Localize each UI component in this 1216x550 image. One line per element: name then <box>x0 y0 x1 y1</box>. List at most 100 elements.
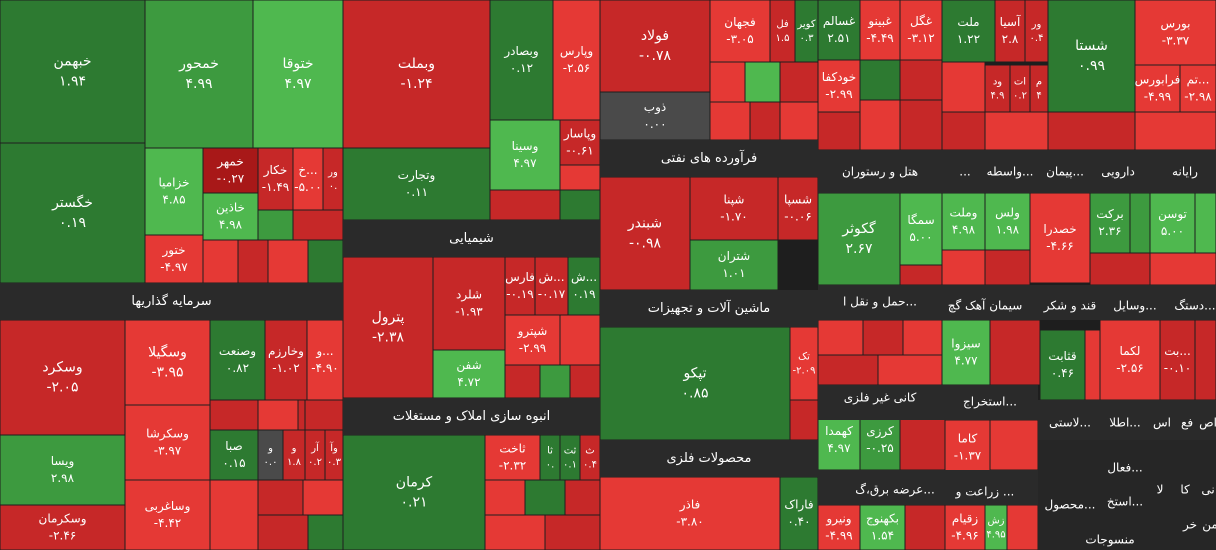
tile <box>1089 252 1151 286</box>
tile <box>779 61 819 103</box>
sector-title: کانی غیر فلزی <box>844 391 917 406</box>
tile <box>599 176 691 291</box>
tile-name: فجهان <box>724 15 755 29</box>
tile <box>599 0 711 93</box>
tile-name: وپارس <box>560 44 593 59</box>
tile <box>689 239 779 291</box>
sector-title: لاستی... <box>1049 416 1091 430</box>
tile <box>306 319 344 401</box>
sector-title: فعال... <box>1107 461 1142 475</box>
tile-name: ود <box>993 77 1002 88</box>
tile-name: وسکرد <box>42 360 82 376</box>
tile <box>0 434 126 506</box>
tile <box>202 147 259 194</box>
tile <box>789 399 819 441</box>
tile-change: ۴ <box>1036 91 1041 102</box>
tile <box>524 479 566 516</box>
tile <box>342 434 486 550</box>
tile-name: و... <box>315 344 333 359</box>
tile-name: خمهر <box>216 155 244 170</box>
tile-name: خمحور <box>178 56 219 72</box>
tile <box>489 119 561 191</box>
tile <box>1029 64 1049 113</box>
tile-name: کهمدا <box>825 424 853 438</box>
tile <box>432 349 506 399</box>
tile-change: -۲.۰۹ <box>793 366 816 377</box>
tile <box>304 429 326 481</box>
sector-header <box>343 220 600 257</box>
tile <box>559 314 601 366</box>
tile <box>322 147 344 211</box>
tile-change: -۳.۳۷ <box>1162 33 1190 47</box>
tile <box>899 59 943 101</box>
sector-header <box>818 385 1038 420</box>
tile <box>539 434 561 481</box>
tile-name: شتران <box>718 249 750 264</box>
tile <box>1129 192 1151 254</box>
tile-name: وسکرشا <box>146 427 189 442</box>
tile-change: -۳.۸۰ <box>676 514 703 528</box>
tile-name: ثاخت <box>499 442 525 456</box>
tile-change: -۱.۴۹ <box>262 180 289 194</box>
tile-change: ۲.۶۷ <box>845 241 872 257</box>
sector-title: واسطه... <box>987 165 1034 180</box>
tile-change: ۱.۵۴ <box>871 528 894 542</box>
tile <box>484 434 541 481</box>
tile <box>859 99 901 151</box>
tile-name: وملت <box>950 206 978 221</box>
tile-change: -۰.۹۸ <box>629 235 662 251</box>
tile-name: فاراک <box>784 498 813 513</box>
sector-title: من <box>1202 518 1216 533</box>
tile <box>257 147 294 211</box>
tile-name: خ... <box>298 163 317 177</box>
tile-name: وسینا <box>512 139 539 154</box>
tile <box>342 147 491 221</box>
tile <box>202 239 239 284</box>
tile <box>862 319 904 356</box>
tile-change: -۰.۷۸ <box>639 48 672 64</box>
tile-change: -۴.۹۷ <box>160 260 188 274</box>
tile <box>209 319 266 401</box>
tile-change: ۴.۹۷ <box>827 441 851 455</box>
tile-change: -۲.۹۹ <box>519 341 546 355</box>
tile-name: فولاد <box>641 28 669 44</box>
tile-change: ۰.۰۰ <box>643 117 666 131</box>
tile-change: ۵.۰۰ <box>1161 224 1184 238</box>
tile <box>324 429 344 481</box>
tile-change: -۲.۳۸ <box>372 329 405 345</box>
tile <box>817 192 901 286</box>
tile-change: ۰.۲ <box>308 457 322 468</box>
sector-header <box>600 290 818 327</box>
sector-title: سیمان آهک گچ <box>948 298 1023 313</box>
tile-name: فارس <box>505 270 535 285</box>
tile-change: ۴.۷۷ <box>954 353 978 367</box>
tile-change: ۰.۴۰ <box>787 514 810 528</box>
tile <box>859 59 901 101</box>
tile <box>544 514 601 550</box>
tile-change: ۵.۰۰ <box>909 230 932 244</box>
tile-change: ۰. <box>329 181 338 192</box>
tile <box>504 314 561 366</box>
tile-change: ۰.۲۱ <box>400 494 427 510</box>
tile <box>984 111 1049 151</box>
tile-name: وبصادر <box>503 44 538 59</box>
tile-change: ۰.۳ <box>327 457 342 468</box>
sector-header <box>818 285 1216 320</box>
tile <box>984 192 1031 251</box>
tile <box>1134 64 1181 113</box>
sector-title: دستگ... <box>1174 299 1215 313</box>
tile-name: سمگا <box>907 213 934 227</box>
sector-header <box>1038 400 1216 440</box>
tile <box>904 504 946 550</box>
tile-change: -۰.۶۱ <box>566 143 593 157</box>
sector-title: کا <box>1180 483 1190 497</box>
sector-title: انبوه سازی املاک و مستغلات <box>393 409 551 424</box>
tile <box>0 0 146 144</box>
tile <box>899 0 943 61</box>
tile-change: -۵.۰۰ <box>294 180 321 194</box>
sector-header <box>818 470 1038 505</box>
tile-change: ۴.۸۵ <box>162 192 185 206</box>
tile <box>539 364 571 399</box>
tile <box>794 0 819 63</box>
tile <box>817 0 861 61</box>
